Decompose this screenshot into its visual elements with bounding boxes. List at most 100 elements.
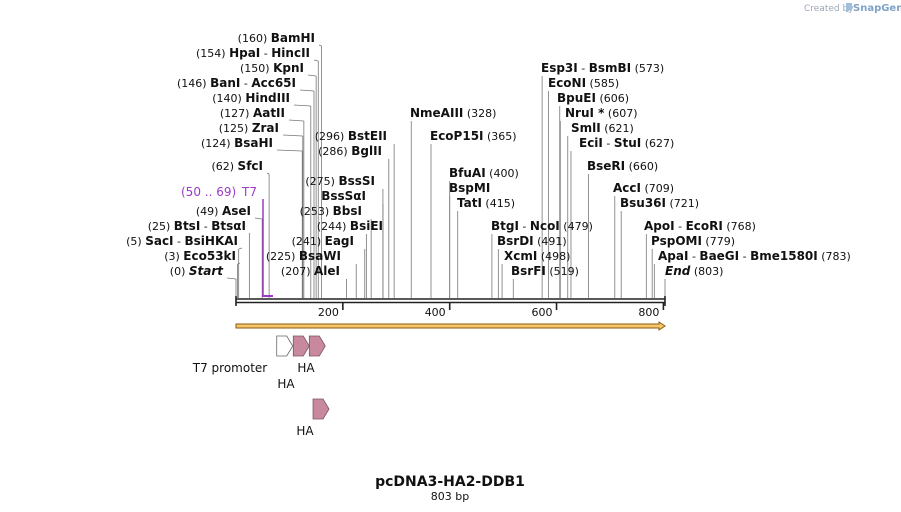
site-nmeaiii[interactable]: NmeAIII (328)	[410, 106, 496, 298]
site-position: (498)	[537, 250, 570, 263]
site-line-knee	[266, 172, 270, 175]
site-bspmi[interactable]: BspMI	[449, 181, 490, 298]
site-position: (62)	[211, 160, 237, 173]
site-hpai[interactable]: (154) HpaI - HincII	[196, 46, 319, 298]
feature-label: T7 promoter	[192, 361, 268, 375]
site-label: (124) BsaHI	[201, 136, 273, 150]
site-position: (49)	[196, 205, 222, 218]
site-btsi[interactable]: (25) BtsI - BtsαI	[148, 219, 251, 298]
site-esp3i[interactable]: Esp3I - BsmBI (573)	[541, 61, 664, 298]
site-position: (779)	[702, 235, 735, 248]
site-bsrfi[interactable]: BsrFI (519)	[511, 264, 579, 298]
site-line-knee	[276, 149, 303, 152]
site-position: (573)	[631, 62, 664, 75]
site-line-knee	[238, 247, 243, 250]
ruler-tick-label: 200	[318, 306, 339, 319]
site-aatii[interactable]: (127) AatII	[220, 106, 305, 298]
site-smli[interactable]: SmlI (621)	[567, 121, 634, 298]
site-line-knee	[318, 44, 322, 47]
site-label: (3) Eco53kI	[164, 249, 236, 263]
site-apoi[interactable]: ApoI - EcoRI (768)	[644, 219, 756, 298]
site-enzyme-name: BpuEI	[557, 91, 596, 105]
site-nrui[interactable]: NruI * (607)	[559, 106, 638, 298]
site-enzyme-name: BsaWI	[299, 249, 341, 263]
site-enzyme-name: BaeGI	[699, 249, 739, 263]
site-label: (241) EagI	[292, 234, 354, 248]
site-zrai[interactable]: (125) ZraI	[219, 121, 304, 298]
orf-arrow[interactable]	[235, 321, 666, 331]
site-bsss-i[interactable]: BssSαI	[321, 189, 384, 298]
site-saci[interactable]: (5) SacI - BsiHKAI	[126, 234, 243, 298]
feature-arrow	[308, 335, 326, 357]
site-enzyme-name: AleI	[314, 264, 340, 278]
site-enzyme-name: PspOMI	[651, 234, 702, 248]
site-enzyme-name: BssSI	[338, 174, 375, 188]
site-ecop15i[interactable]: EcoP15I (365)	[430, 129, 517, 298]
site-ecii[interactable]: EciI - StuI (627)	[570, 136, 674, 298]
site-xcmi[interactable]: XcmI (498)	[501, 249, 570, 298]
site-pspomi[interactable]: PspOMI (779)	[651, 234, 735, 298]
site-label: NruI * (607)	[565, 106, 638, 120]
site-hindiii[interactable]: (140) HindIII	[212, 91, 312, 298]
site-start[interactable]: (0) Start	[170, 264, 237, 298]
feature-t7-promoter[interactable]: T7 promoter	[192, 335, 294, 375]
site-enzyme-name: NcoI	[530, 219, 560, 233]
site-end[interactable]: End (803)	[664, 264, 723, 298]
site-alei[interactable]: (207) AleI	[281, 264, 347, 298]
site-eco53ki[interactable]: (3) Eco53kI	[164, 249, 241, 298]
site-asei[interactable]: (49) AseI	[196, 204, 263, 298]
site-label: BseRI (660)	[587, 159, 658, 173]
site-label: (225) BsaWI	[266, 249, 341, 263]
feature-label: HA	[297, 361, 315, 375]
site-btgi[interactable]: BtgI - NcoI (479)	[491, 219, 593, 298]
site-position: (296)	[315, 130, 348, 143]
site-bglii[interactable]: (286) BglII	[318, 144, 390, 298]
site-bamhi[interactable]: (160) BamHI	[238, 31, 322, 298]
site-acci[interactable]: AccI (709)	[613, 181, 674, 298]
site-bsrdi[interactable]: BsrDI (491)	[497, 234, 567, 298]
primer-t7[interactable]: (50 .. 69) T7	[181, 185, 273, 297]
site-position: (479)	[560, 220, 593, 233]
site-position: (585)	[586, 77, 619, 90]
site-bbsi[interactable]: (253) BbsI	[300, 204, 372, 298]
site-label: (160) BamHI	[238, 31, 315, 45]
site-line-knee	[299, 89, 315, 92]
site-position: (768)	[723, 220, 756, 233]
site-bsawi[interactable]: (225) BsaWI	[266, 249, 357, 298]
site-eagi[interactable]: (241) EagI	[292, 234, 366, 298]
site-separator: -	[240, 77, 251, 90]
site-enzyme-name: ApaI	[658, 249, 688, 263]
site-bsu36i[interactable]: Bsu36I (721)	[620, 196, 699, 298]
site-bseri[interactable]: BseRI (660)	[587, 159, 658, 298]
site-bsiei[interactable]: (244) BsiEI	[317, 219, 383, 298]
site-bsahi[interactable]: (124) BsaHI	[201, 136, 303, 298]
site-bani[interactable]: (146) BanI - Acc65I	[177, 76, 315, 298]
site-econi[interactable]: EcoNI (585)	[548, 76, 619, 298]
site-bpuei[interactable]: BpuEI (606)	[557, 91, 629, 298]
site-apai[interactable]: ApaI - BaeGI - Bme1580I (783)	[653, 249, 851, 298]
feature-arrow	[276, 335, 294, 357]
site-sfci[interactable]: (62) SfcI	[211, 159, 270, 298]
site-enzyme-name: ZraI	[252, 121, 279, 135]
site-position: (803)	[690, 265, 723, 278]
feature-ha[interactable]: HA	[296, 398, 330, 438]
site-label: (296) BstEII	[315, 129, 387, 143]
brand-prefix: Created by	[804, 4, 854, 14]
feature-label: HA	[277, 377, 295, 391]
site-label: EcoNI (585)	[548, 76, 619, 90]
feature-ha[interactable]: HA	[297, 335, 326, 375]
feature-ha[interactable]: HA	[277, 335, 310, 391]
site-line-knee	[313, 59, 319, 62]
site-enzyme-name: EcoRI	[686, 219, 723, 233]
site-enzyme-name: NruI *	[565, 106, 605, 120]
site-tati[interactable]: TatI (415)	[457, 196, 515, 298]
site-enzyme-name: Eco53kI	[183, 249, 236, 263]
site-label: PspOMI (779)	[651, 234, 735, 248]
site-kpni[interactable]: (150) KpnI	[240, 61, 317, 298]
brand-name: SnapGene	[853, 3, 901, 14]
ruler-tick-label: 800	[638, 306, 659, 319]
site-position: (3)	[164, 250, 183, 263]
site-enzyme-name: BsiEI	[350, 219, 383, 233]
site-bsteii[interactable]: (296) BstEII	[315, 129, 395, 298]
site-enzyme-name: EagI	[325, 234, 354, 248]
